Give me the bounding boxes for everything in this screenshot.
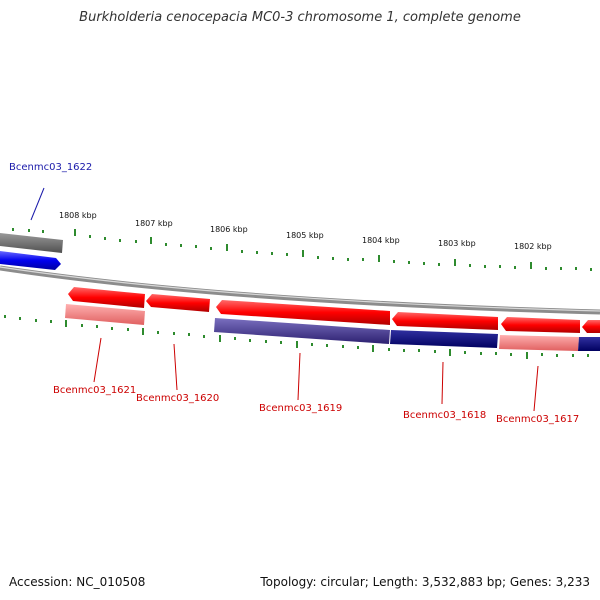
feature-bar-navy-right[interactable] (578, 337, 600, 351)
gene-label-1620[interactable]: Bcenmc03_1620 (136, 393, 219, 404)
inner-tick-track (4, 315, 589, 359)
tick-label-1807: 1807 kbp (135, 219, 173, 228)
feature-bar-navy-1618[interactable] (390, 330, 498, 348)
tick-label-1803: 1803 kbp (438, 239, 476, 248)
genome-backbone-highlight (0, 266, 600, 312)
feature-bar-pink-1621[interactable] (65, 304, 145, 325)
feature-bar-purple-1619[interactable] (214, 318, 390, 344)
gene-label-1618[interactable]: Bcenmc03_1618 (403, 410, 486, 421)
gene-label-1621[interactable]: Bcenmc03_1621 (53, 385, 136, 396)
leader-line-1617 (533, 365, 539, 412)
tick-label-1804: 1804 kbp (362, 236, 400, 245)
gene-partial-arrow-right[interactable] (582, 320, 600, 333)
gene-label-1622[interactable]: Bcenmc03_1622 (9, 162, 92, 173)
gene-label-1619[interactable]: Bcenmc03_1619 (259, 403, 342, 414)
gene-bcenmc03-1620-arrow[interactable] (146, 294, 210, 312)
tick-label-1806: 1806 kbp (210, 225, 248, 234)
accession-text: Accession: NC_010508 (9, 575, 146, 589)
gene-bcenmc03-1618-arrow[interactable] (392, 312, 498, 330)
gene-bcenmc03-1617-arrow[interactable] (501, 317, 580, 333)
feature-bar-pink-1617[interactable] (499, 335, 579, 351)
gene-label-1617[interactable]: Bcenmc03_1617 (496, 414, 579, 425)
tick-label-1808: 1808 kbp (59, 211, 97, 220)
leader-line-1618 (441, 361, 444, 405)
tick-label-1805: 1805 kbp (286, 231, 324, 240)
gene-bcenmc03-1621-arrow[interactable] (68, 287, 145, 308)
genome-title: Burkholderia cenocepacia MC0-3 chromosom… (79, 10, 521, 25)
leader-line-1621 (93, 337, 102, 383)
gene-bcenmc03-1622-arrow[interactable] (0, 251, 61, 270)
topology-text: Topology: circular; Length: 3,532,883 bp… (260, 575, 590, 589)
genome-backbone (0, 265, 600, 315)
tick-label-1802: 1802 kbp (514, 242, 552, 251)
grey-gene-arrow[interactable] (0, 233, 63, 253)
gene-bcenmc03-1619-arrow[interactable] (216, 300, 390, 325)
outer-tick-track (12, 228, 592, 271)
leader-line-1622 (30, 187, 45, 221)
leader-line-1620 (173, 343, 178, 391)
leader-line-1619 (297, 352, 301, 401)
